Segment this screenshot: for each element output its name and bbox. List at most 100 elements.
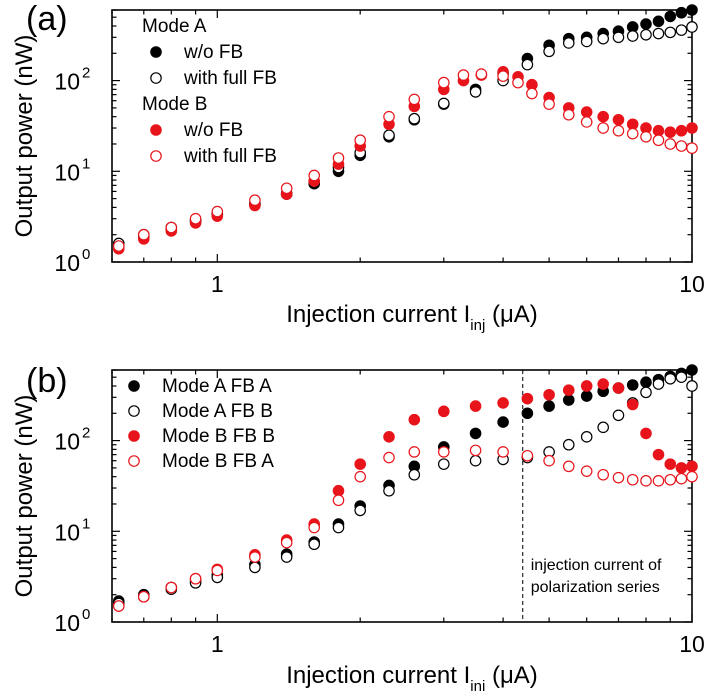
data-point	[652, 124, 665, 137]
panel-label: (b)	[26, 362, 68, 400]
data-point	[137, 228, 150, 241]
legend-label: Mode B FB B	[162, 426, 275, 447]
data-point	[543, 45, 555, 58]
data-point	[280, 536, 293, 549]
data-point	[640, 28, 652, 41]
y-axis-label: Output power (nW)	[11, 35, 38, 238]
data-point	[675, 472, 688, 485]
x-axis-label: Injection current Iinj (μA)	[286, 662, 538, 691]
data-point	[686, 142, 698, 154]
data-point	[664, 126, 677, 138]
legend-marker	[150, 72, 162, 84]
data-point	[543, 400, 555, 412]
data-point	[664, 138, 677, 150]
data-point	[280, 551, 293, 563]
legend-label: Mode B FB A	[162, 451, 274, 472]
data-point	[497, 416, 509, 428]
data-point	[332, 521, 345, 534]
data-point	[640, 18, 652, 30]
x-tick-label: 1	[211, 631, 224, 657]
data-point	[354, 458, 367, 470]
data-point	[437, 458, 450, 470]
data-point	[308, 521, 321, 534]
y-tick-exponent: 0	[82, 246, 90, 263]
y-tick-label: 10	[54, 69, 80, 95]
data-point	[521, 407, 534, 420]
legend-label: Mode A FB A	[162, 376, 272, 397]
data-point	[597, 378, 609, 390]
y-tick-exponent: 2	[82, 65, 90, 82]
data-point	[597, 421, 609, 434]
data-point	[626, 30, 639, 42]
data-point	[469, 400, 482, 412]
data-point	[521, 449, 534, 462]
data-point	[652, 448, 665, 461]
plot-frame	[111, 369, 693, 623]
data-point	[612, 113, 625, 126]
data-point	[383, 129, 395, 141]
legend: Mode A w/o FB with full FB Mode B w/o FB with…	[142, 16, 277, 167]
data-point	[543, 388, 555, 401]
y-tick-exponent: 2	[82, 425, 90, 442]
data-point	[612, 409, 625, 422]
legend-group-title: Mode A	[142, 16, 207, 37]
data-point	[383, 110, 395, 123]
plot-frame	[111, 9, 693, 263]
data-point	[686, 122, 698, 134]
y-tick-label: 10	[54, 250, 80, 276]
data-point	[562, 384, 575, 396]
data-point	[664, 473, 677, 486]
data-point	[408, 93, 421, 106]
data-point	[308, 169, 321, 182]
data-point	[562, 460, 575, 473]
data-point	[686, 470, 698, 483]
data-point	[165, 581, 178, 594]
data-point	[626, 127, 639, 140]
data-point	[408, 446, 421, 458]
data-point	[497, 397, 509, 409]
data-point	[497, 446, 509, 458]
legend-label: with full FB	[183, 68, 277, 89]
legend-marker	[150, 124, 162, 136]
data-point	[597, 122, 609, 134]
data-point	[457, 69, 470, 81]
legend-label: w/o FB	[183, 120, 243, 141]
data-point	[580, 390, 593, 402]
data-point	[437, 446, 450, 458]
y-axis-label: Output power (nW)	[11, 395, 38, 598]
data-point	[543, 454, 555, 467]
legend-marker	[128, 380, 140, 392]
data-point	[189, 572, 202, 585]
data-point	[562, 394, 575, 406]
legend-marker	[150, 150, 162, 162]
data-point	[640, 376, 652, 389]
data-point	[597, 110, 609, 123]
data-point	[521, 392, 534, 405]
data-point	[512, 76, 524, 89]
data-point	[675, 24, 688, 36]
data-point	[686, 21, 698, 33]
vline-annotation: polarization series	[531, 579, 660, 596]
data-point	[562, 438, 575, 451]
data-point	[249, 551, 261, 563]
data-point	[640, 131, 652, 143]
data-point	[249, 194, 261, 207]
data-point	[675, 371, 688, 383]
data-point	[686, 364, 698, 376]
data-point	[332, 152, 345, 164]
data-point	[543, 98, 555, 110]
data-point	[652, 378, 665, 390]
y-tick-label: 10	[54, 519, 80, 545]
data-point	[652, 475, 665, 487]
data-point	[383, 451, 395, 464]
data-point	[249, 561, 261, 574]
data-point	[475, 68, 488, 80]
data-point	[640, 475, 652, 487]
x-tick-label: 10	[679, 631, 705, 657]
data-point	[612, 31, 625, 44]
series-1	[112, 371, 698, 610]
data-point	[664, 10, 677, 23]
data-point	[112, 600, 125, 612]
